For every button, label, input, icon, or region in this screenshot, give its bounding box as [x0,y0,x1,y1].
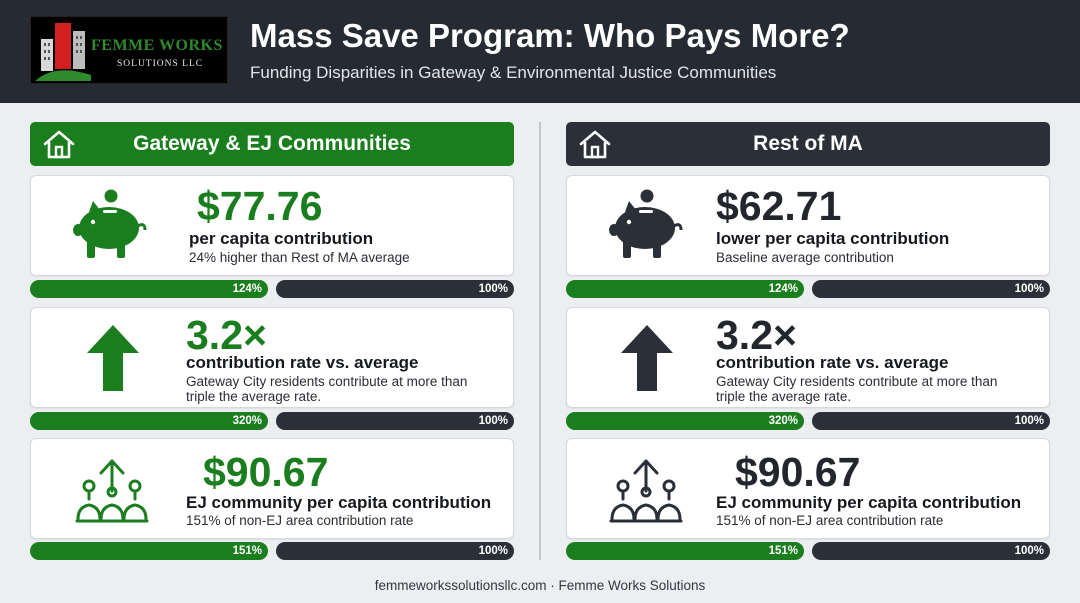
stat-label: contribution rate vs. average [186,353,419,372]
comparison-bar-baseline: 100% [812,280,1050,298]
column-divider [539,122,541,560]
stat-value: 3.2× [716,312,797,358]
stat-description: 151% of non-EJ area contribution rate [186,513,414,528]
comparison-bar-baseline: 100% [812,412,1050,430]
comparison-bar-baseline: 100% [812,542,1050,560]
stat-card-rate: 3.2× contribution rate vs. average Gatew… [566,307,1050,408]
stat-description: Gateway City residents contribute at mor… [716,374,998,404]
stat-description: Baseline average contribution [716,250,894,265]
home-icon [43,130,75,159]
comparison-bar-primary: 124% [30,280,268,298]
stat-label: EJ community per capita contribution [716,493,1022,512]
stat-value: 3.2× [186,312,267,358]
piggy-bank-icon [73,189,147,258]
logo-subtitle: SOLUTIONS LLC [117,59,204,69]
stat-value: $90.67 [203,449,329,495]
stat-description: 151% of non-EJ area contribution rate [716,513,944,528]
stat-label: per capita contribution [189,229,374,248]
stat-description: 24% higher than Rest of MA average [189,250,410,265]
comparison-bar-baseline: 100% [276,280,514,298]
stat-card-rate: 3.2× contribution rate vs. average Gatew… [30,307,514,408]
comparison-bar-primary: 320% [30,412,268,430]
arrow-up-icon [87,325,139,391]
home-icon [579,130,611,159]
page-title: Mass Save Program: Who Pays More? [250,17,850,54]
arrow-up-icon [621,325,673,391]
column-title: Gateway & EJ Communities [133,132,411,155]
stat-card-per-capita: $77.76 per capita contribution 24% highe… [30,175,514,276]
company-logo[interactable]: FEMME WORKS SOLUTIONS LLC [30,16,228,84]
stat-value: $77.76 [197,183,323,229]
stat-label: lower per capita contribution [716,229,950,248]
comparison-bar-baseline: 100% [276,542,514,560]
stat-card-ej: $90.67 EJ community per capita contribut… [566,438,1050,539]
stat-label: EJ community per capita contribution [186,493,492,512]
comparison-bar-primary: 151% [566,542,804,560]
stat-value: $90.67 [735,449,861,495]
header-banner: FEMME WORKS SOLUTIONS LLC Mass Save Prog… [0,0,1080,103]
logo-name: FEMME WORKS [91,37,223,54]
stat-label: contribution rate vs. average [716,353,949,372]
column-title: Rest of MA [753,132,863,155]
piggy-bank-icon [609,189,683,258]
comparison-bar-baseline: 100% [276,412,514,430]
community-icon [75,459,149,523]
buildings-logo-icon [35,23,91,81]
community-icon [609,459,683,523]
page-subtitle: Funding Disparities in Gateway & Environ… [250,63,777,82]
stat-value: $62.71 [716,183,842,229]
comparison-bar-primary: 151% [30,542,268,560]
column-header: Rest of MA [566,122,1050,166]
stat-card-per-capita: $62.71 lower per capita contribution Bas… [566,175,1050,276]
stat-description: Gateway City residents contribute at mor… [186,374,468,404]
comparison-bar-primary: 124% [566,280,804,298]
column-header: Gateway & EJ Communities [30,122,514,166]
comparison-bar-primary: 320% [566,412,804,430]
stat-card-ej: $90.67 EJ community per capita contribut… [30,438,514,539]
footer-credit: femmeworkssolutionsllc.com · Femme Works… [374,578,706,593]
